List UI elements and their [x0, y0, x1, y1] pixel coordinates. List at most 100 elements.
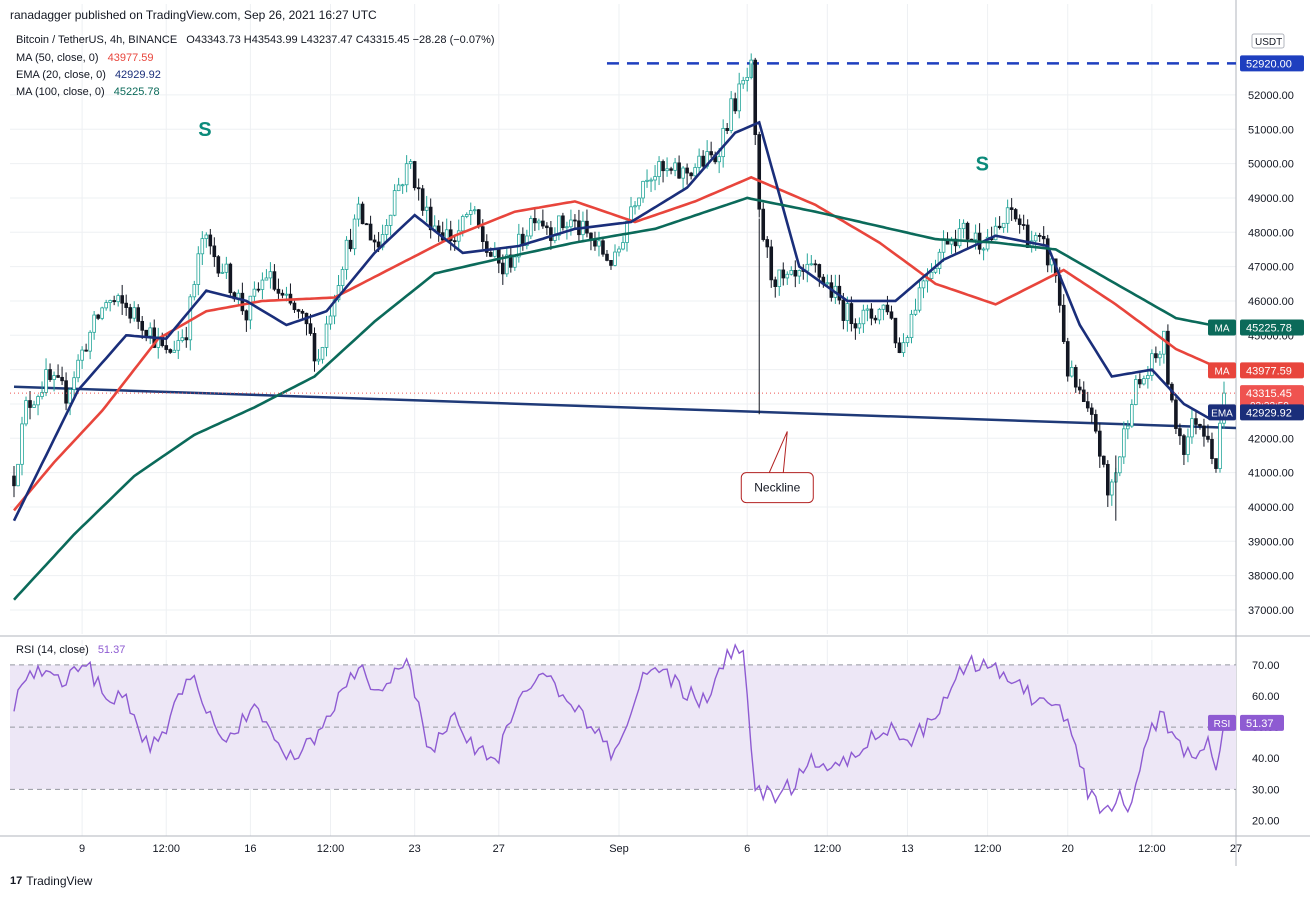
candle-body — [601, 240, 605, 255]
candle-body — [889, 311, 894, 319]
time-tick-label: Sep — [609, 843, 629, 855]
candle-body — [64, 380, 68, 404]
candle-body — [1214, 458, 1218, 469]
candle-body — [665, 168, 669, 172]
candle-body — [745, 76, 750, 81]
candle-body — [725, 128, 729, 131]
callout-pointer — [768, 431, 788, 473]
candle-body — [897, 342, 902, 354]
candle-body — [32, 404, 36, 408]
candle-body — [1017, 218, 1022, 225]
candle-body — [428, 206, 433, 231]
price-badge — [1240, 319, 1304, 336]
time-tick-label: 20 — [1062, 843, 1074, 855]
candle-body — [348, 239, 353, 250]
candle-body — [617, 248, 621, 253]
candle-body — [1186, 436, 1190, 455]
candle-body — [661, 161, 665, 172]
candle-body — [484, 241, 489, 253]
candle-body — [364, 223, 369, 226]
candle-body — [965, 222, 970, 240]
price-tick-label: 37000.00 — [1248, 605, 1294, 617]
candle-body — [100, 307, 104, 319]
footer-brand: 17 TradingView — [10, 874, 92, 888]
candle-body — [356, 203, 361, 220]
price-tick-label: 52000.00 — [1248, 90, 1294, 102]
candle-body — [168, 349, 173, 353]
ma100-value: 45225.78 — [113, 86, 160, 98]
candle-body — [501, 262, 505, 275]
candle-body — [913, 309, 918, 315]
candle-body — [917, 287, 922, 311]
candle-body — [188, 296, 193, 341]
candle-body — [180, 337, 185, 341]
time-tick-label: 16 — [244, 843, 256, 855]
ema20-label: EMA (20, close, 0) — [16, 69, 106, 81]
candle-body — [529, 218, 533, 237]
candle-body — [957, 228, 962, 247]
candle-body — [172, 349, 177, 353]
price-tick-label: 48000.00 — [1248, 227, 1294, 239]
candle-body — [857, 323, 862, 329]
legend-ma50: MA (50, close, 0) 43977.59 — [16, 52, 154, 64]
candle-body — [276, 288, 281, 294]
candle-body — [308, 323, 313, 334]
candle-body — [92, 314, 96, 333]
candle-body — [973, 232, 978, 241]
ma50-value: 43977.59 — [107, 52, 154, 64]
rsi-value-badge — [1240, 714, 1284, 731]
candle-body — [296, 309, 301, 312]
candle-body — [845, 303, 850, 321]
candle-body — [997, 225, 1002, 229]
candle-body — [1089, 407, 1094, 415]
rsi-indicator-badge-label: RSI — [1214, 719, 1231, 730]
candle-body — [785, 273, 790, 279]
candle-body — [316, 358, 321, 362]
candle-body — [488, 252, 493, 257]
candle-body — [328, 315, 333, 325]
candle-body — [344, 239, 349, 270]
candle-body — [96, 314, 100, 319]
candle-body — [420, 188, 425, 211]
candle-body — [200, 238, 205, 255]
candle-body — [789, 270, 794, 275]
candle-body — [605, 253, 609, 261]
candle-body — [1073, 367, 1078, 388]
candle-body — [561, 215, 565, 229]
indicator-badge-label: EMA — [1211, 408, 1233, 419]
rsi-tick-label: 20.00 — [1252, 815, 1280, 827]
candle-body — [216, 256, 221, 274]
candle-body — [136, 307, 141, 322]
candle-body — [280, 292, 285, 296]
candle-body — [340, 269, 345, 286]
candle-body — [292, 302, 297, 311]
candle-body — [505, 254, 509, 275]
candle-body — [1110, 481, 1114, 496]
candle-body — [621, 242, 625, 250]
candle-body — [392, 190, 397, 216]
candle-body — [653, 176, 657, 181]
candle-body — [396, 184, 401, 192]
candle-body — [797, 270, 802, 277]
time-tick-label: 6 — [744, 843, 750, 855]
price-tick-label: 41000.00 — [1248, 468, 1294, 480]
time-tick-label: 13 — [901, 843, 913, 855]
rsi-tick-label: 30.00 — [1252, 784, 1280, 796]
price-badge-value: 43977.59 — [1246, 365, 1292, 377]
candle-body — [721, 128, 725, 158]
candle-body — [773, 279, 778, 287]
candle-body — [901, 342, 906, 354]
price-badge-value: 45225.78 — [1246, 323, 1292, 335]
candle-body — [108, 300, 112, 303]
candle-body — [1154, 353, 1158, 359]
candle-body — [1150, 353, 1154, 376]
candle-body — [1126, 425, 1130, 430]
candle-body — [448, 229, 453, 242]
candle-body — [541, 220, 545, 227]
price-tick-label: 38000.00 — [1248, 571, 1294, 583]
candle-body — [388, 214, 393, 226]
pattern-label-right-shoulder: S — [976, 153, 989, 175]
ma100-line — [13, 196, 1225, 601]
candle-body — [693, 167, 697, 177]
